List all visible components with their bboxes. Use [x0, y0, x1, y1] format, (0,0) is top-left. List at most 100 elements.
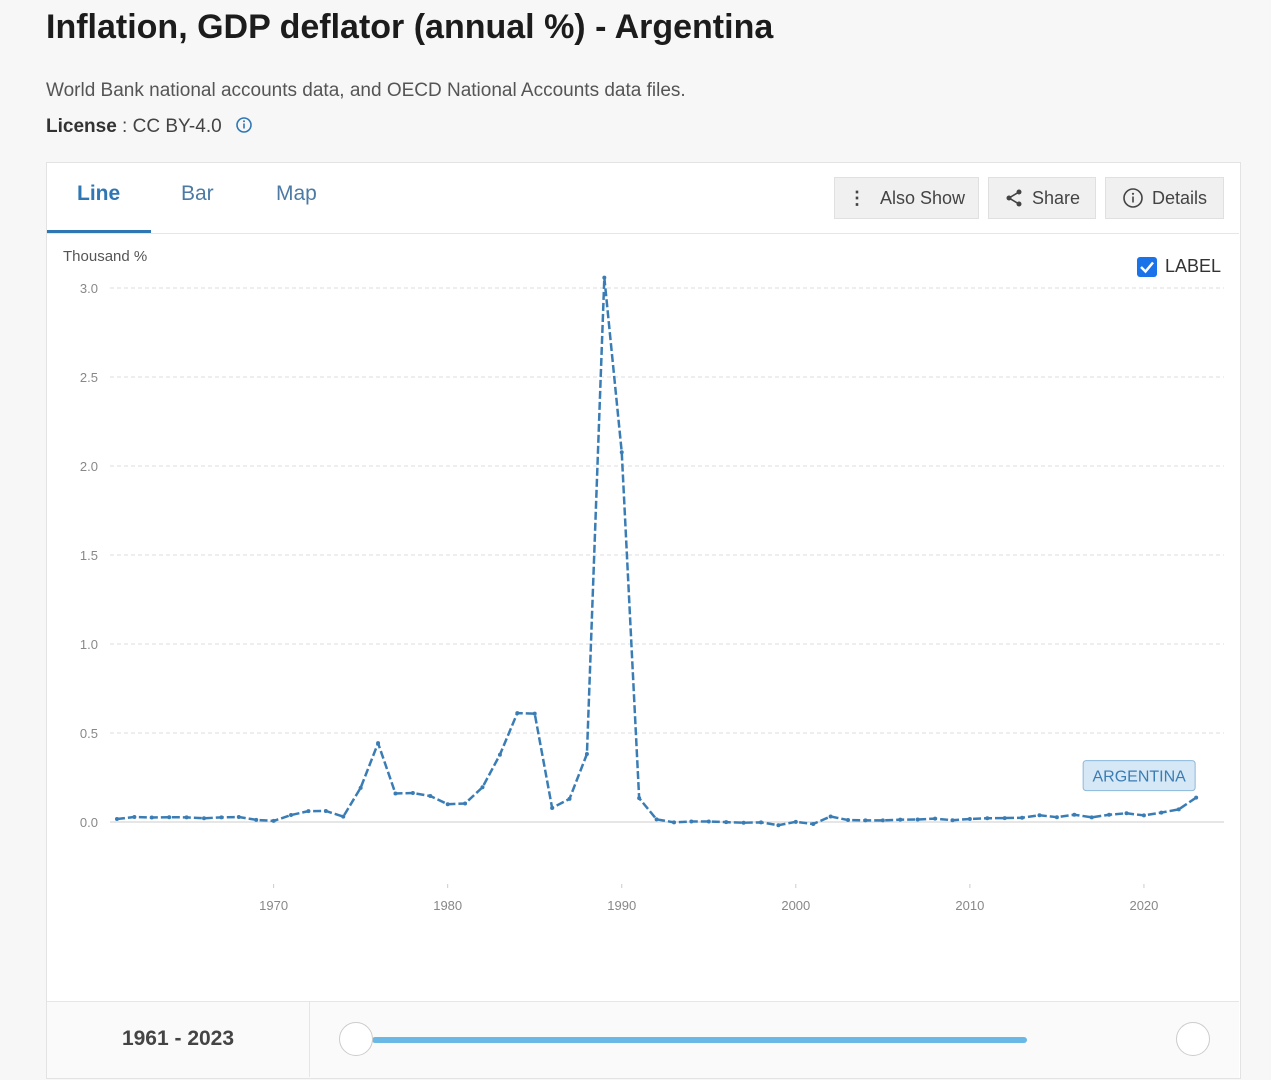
- data-point: [619, 450, 624, 455]
- data-point: [654, 817, 659, 822]
- data-point: [793, 819, 798, 824]
- data-point: [1159, 810, 1164, 815]
- data-point: [306, 809, 311, 814]
- y-tick-label: 2.5: [80, 370, 98, 385]
- share-button[interactable]: Share: [988, 177, 1096, 219]
- data-point: [584, 752, 589, 757]
- data-point: [1054, 815, 1059, 820]
- data-point: [1141, 813, 1146, 818]
- data-point: [1124, 811, 1129, 816]
- data-point: [915, 817, 920, 822]
- divider: [47, 233, 1239, 234]
- data-point: [1089, 815, 1094, 820]
- active-tab-indicator: [47, 230, 151, 233]
- share-icon: [1006, 189, 1022, 207]
- data-point: [567, 796, 572, 801]
- data-point: [167, 815, 172, 820]
- button-label: Share: [1031, 187, 1081, 208]
- data-point: [950, 818, 955, 823]
- x-tick-label: 2010: [955, 898, 984, 913]
- year-range: 1961 - 2023: [47, 1001, 310, 1077]
- data-point: [776, 823, 781, 828]
- data-point: [532, 711, 537, 716]
- data-point: [428, 794, 433, 799]
- data-point: [463, 801, 468, 806]
- data-point: [201, 816, 206, 821]
- data-point: [898, 817, 903, 822]
- chart-card: [46, 162, 1241, 1079]
- data-point: [1020, 815, 1025, 820]
- data-point: [706, 819, 711, 824]
- data-point: [445, 802, 450, 807]
- checkbox[interactable]: [1137, 256, 1157, 277]
- x-tick-label: 1990: [607, 898, 636, 913]
- data-point: [758, 820, 763, 825]
- tab[interactable]: Line: [77, 182, 121, 205]
- y-tick-label: 1.5: [80, 548, 98, 563]
- y-tick-label: 0.0: [80, 815, 98, 830]
- data-point: [497, 752, 502, 757]
- data-point: [358, 785, 363, 790]
- data-point: [480, 785, 485, 790]
- y-tick-label: 0.5: [80, 726, 98, 741]
- data-point: [132, 815, 137, 820]
- info-icon[interactable]: [235, 116, 253, 134]
- data-point: [1002, 816, 1007, 821]
- data-point: [323, 808, 328, 813]
- y-tick-label: 3.0: [80, 281, 98, 296]
- data-point: [637, 796, 642, 801]
- data-point: [341, 814, 346, 819]
- tab[interactable]: Map: [276, 182, 317, 205]
- x-tick-label: 1980: [433, 898, 462, 913]
- page-title: Inflation, GDP deflator (annual %) - Arg…: [46, 8, 774, 46]
- data-point: [289, 813, 294, 818]
- data-point: [880, 818, 885, 823]
- slider-handle[interactable]: [1176, 1022, 1210, 1056]
- button-label: Also Show: [879, 187, 966, 208]
- tab[interactable]: Bar: [181, 182, 214, 205]
- x-tick-label: 2000: [781, 898, 810, 913]
- data-point: [1072, 812, 1077, 817]
- data-point: [254, 817, 259, 822]
- data-point: [376, 741, 381, 746]
- data-point: [271, 818, 276, 823]
- y-tick-label: 1.0: [80, 637, 98, 652]
- checkbox-label: LABEL: [1165, 256, 1222, 276]
- data-point: [184, 815, 189, 820]
- license-value: : CC BY-4.0: [122, 116, 222, 137]
- data-point: [828, 814, 833, 819]
- data-point: [114, 816, 119, 821]
- x-tick-label: 1970: [259, 898, 288, 913]
- data-point: [671, 820, 676, 825]
- data-point: [236, 815, 241, 820]
- data-point: [1176, 807, 1181, 812]
- info-icon: [1123, 188, 1143, 208]
- data-point: [602, 275, 607, 280]
- data-point: [967, 816, 972, 821]
- data-point: [515, 711, 520, 716]
- y-axis-label: Thousand %: [63, 248, 147, 265]
- data-point: [1107, 812, 1112, 817]
- slider-track: [372, 1037, 1027, 1043]
- data-point: [863, 818, 868, 823]
- source-note: World Bank national accounts data, and O…: [46, 80, 686, 101]
- label-toggle[interactable]: LABEL: [1137, 256, 1221, 277]
- data-point: [985, 816, 990, 821]
- data-point: [1037, 813, 1042, 818]
- also-show-button[interactable]: ⋮ Also Show: [834, 177, 979, 219]
- data-line: [116, 276, 1197, 827]
- data-point: [219, 815, 224, 820]
- data-point: [811, 821, 816, 826]
- x-tick-label: 2020: [1129, 898, 1158, 913]
- details-button[interactable]: Details: [1105, 177, 1224, 219]
- data-point: [550, 805, 555, 810]
- license: License : CC BY-4.0: [46, 116, 253, 138]
- data-point: [724, 820, 729, 825]
- series-label: ARGENTINA: [1092, 769, 1186, 786]
- data-point: [933, 816, 938, 821]
- data-point: [741, 820, 746, 825]
- license-label: License: [46, 116, 117, 137]
- chart: Thousand % 0.0 0.5 1.0 1.5 2.0 2.5 3.0 1970 1980…: [63, 248, 1224, 913]
- slider-handle[interactable]: [339, 1022, 373, 1056]
